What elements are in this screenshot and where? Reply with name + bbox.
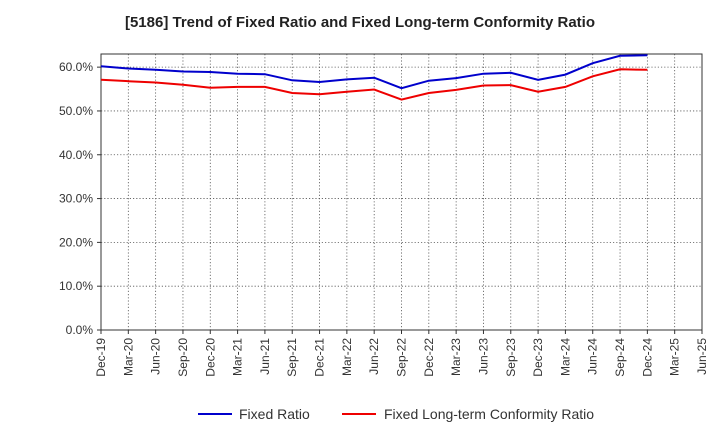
x-tick-label: Sep-24 [613,338,627,377]
y-tick-label: 10.0% [59,279,93,293]
x-tick-label: Mar-24 [558,338,572,376]
y-tick-label: 60.0% [59,60,93,74]
x-tick-label: Dec-19 [94,338,108,377]
x-tick-label: Dec-21 [313,338,327,377]
x-tick-label: Jun-22 [367,338,381,375]
x-tick-label: Dec-20 [203,338,217,377]
x-tick-label: Sep-23 [504,338,518,377]
x-tick-label: Jun-25 [695,338,709,375]
legend-label: Fixed Ratio [239,406,310,422]
x-tick-label: Sep-22 [395,338,409,377]
x-tick-label: Sep-20 [176,338,190,377]
x-tick-label: Dec-22 [422,338,436,377]
x-tick-label: Mar-21 [231,338,245,376]
legend-label: Fixed Long-term Conformity Ratio [384,406,594,422]
chart-title: [5186] Trend of Fixed Ratio and Fixed Lo… [124,14,596,31]
series-line-1 [100,54,648,90]
y-tick-label: 0.0% [66,323,94,337]
x-tick-label: Jun-23 [476,338,490,375]
y-tick-label: 40.0% [59,148,93,162]
x-tick-label: Mar-23 [449,338,463,376]
x-tick-label: Jun-21 [258,338,272,375]
x-tick-label: Mar-22 [340,338,354,376]
x-tick-label: Dec-24 [640,338,654,377]
x-tick-label: Mar-25 [668,338,682,376]
y-tick-label: 20.0% [59,235,93,249]
x-tick-label: Sep-21 [285,338,299,377]
x-tick-label: Jun-24 [586,338,600,375]
y-tick-label: 50.0% [59,104,93,118]
y-tick-label: 30.0% [59,192,93,206]
x-tick-label: Mar-20 [121,338,135,376]
series-line-2 [100,68,648,101]
x-tick-label: Dec-23 [531,338,545,377]
x-tick-label: Jun-20 [149,338,163,375]
